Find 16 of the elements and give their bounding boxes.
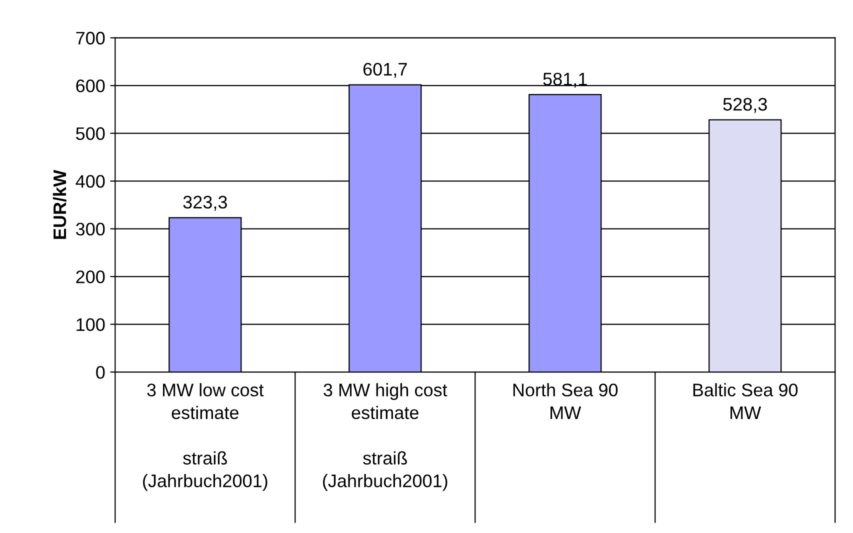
y-tick-label: 600 xyxy=(76,80,105,92)
y-axis-title: EUR/kW xyxy=(52,170,66,239)
x-tick-label: North Sea 90 MW xyxy=(513,383,618,419)
x-tick-label: Baltic Sea 90 MW xyxy=(693,383,798,419)
y-tick-label: 200 xyxy=(76,270,105,284)
y-tick-label: 500 xyxy=(76,127,105,140)
y-tick-label: 300 xyxy=(76,222,105,236)
y-tick-label: 100 xyxy=(76,318,105,332)
data-label: 323,3 xyxy=(183,196,227,211)
y-tick-label: 700 xyxy=(76,32,105,45)
y-tick-label: 400 xyxy=(76,175,105,188)
category-label: 3 MW high cost estimate straiß (Jahrbuch2001) xyxy=(323,383,448,491)
y-tick-label: 0 xyxy=(96,366,105,379)
data-label: 528,3 xyxy=(723,98,767,113)
data-label: 601,7 xyxy=(363,62,407,78)
category-label: 3 MW low cost estimate straiß (Jahrbuch2001) xyxy=(143,383,268,491)
